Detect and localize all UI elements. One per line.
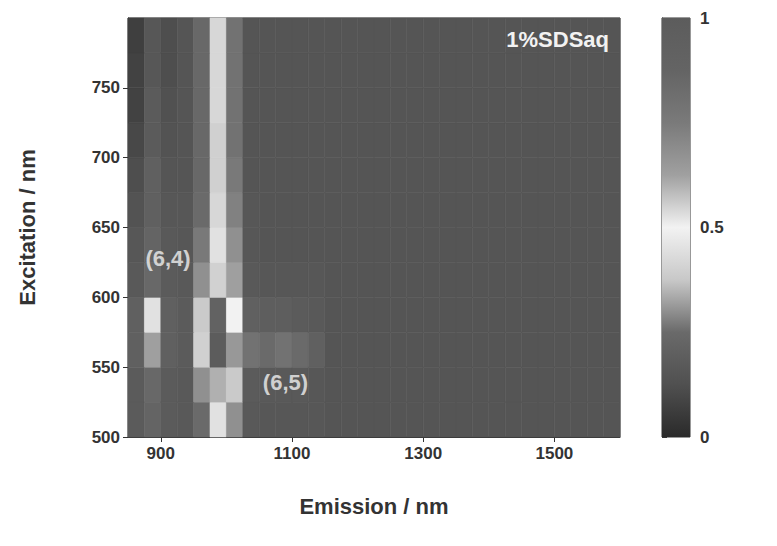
svg-text:750: 750	[92, 78, 120, 97]
svg-text:(6,5): (6,5)	[263, 370, 308, 395]
svg-text:600: 600	[92, 288, 120, 307]
svg-text:1%SDSaq: 1%SDSaq	[506, 27, 609, 52]
svg-text:Emission / nm: Emission / nm	[299, 494, 448, 519]
svg-text:Excitation / nm: Excitation / nm	[15, 149, 40, 305]
svg-text:900: 900	[147, 444, 175, 463]
svg-text:1100: 1100	[274, 444, 311, 463]
svg-text:700: 700	[92, 148, 120, 167]
svg-text:1500: 1500	[535, 444, 573, 463]
svg-text:500: 500	[92, 428, 120, 447]
svg-text:0: 0	[700, 428, 709, 447]
svg-text:1: 1	[700, 9, 709, 28]
svg-text:(6,4): (6,4)	[145, 246, 190, 271]
svg-text:650: 650	[92, 218, 120, 237]
svg-text:0.5: 0.5	[700, 218, 724, 237]
svg-text:550: 550	[92, 358, 120, 377]
svg-text:1300: 1300	[404, 444, 442, 463]
